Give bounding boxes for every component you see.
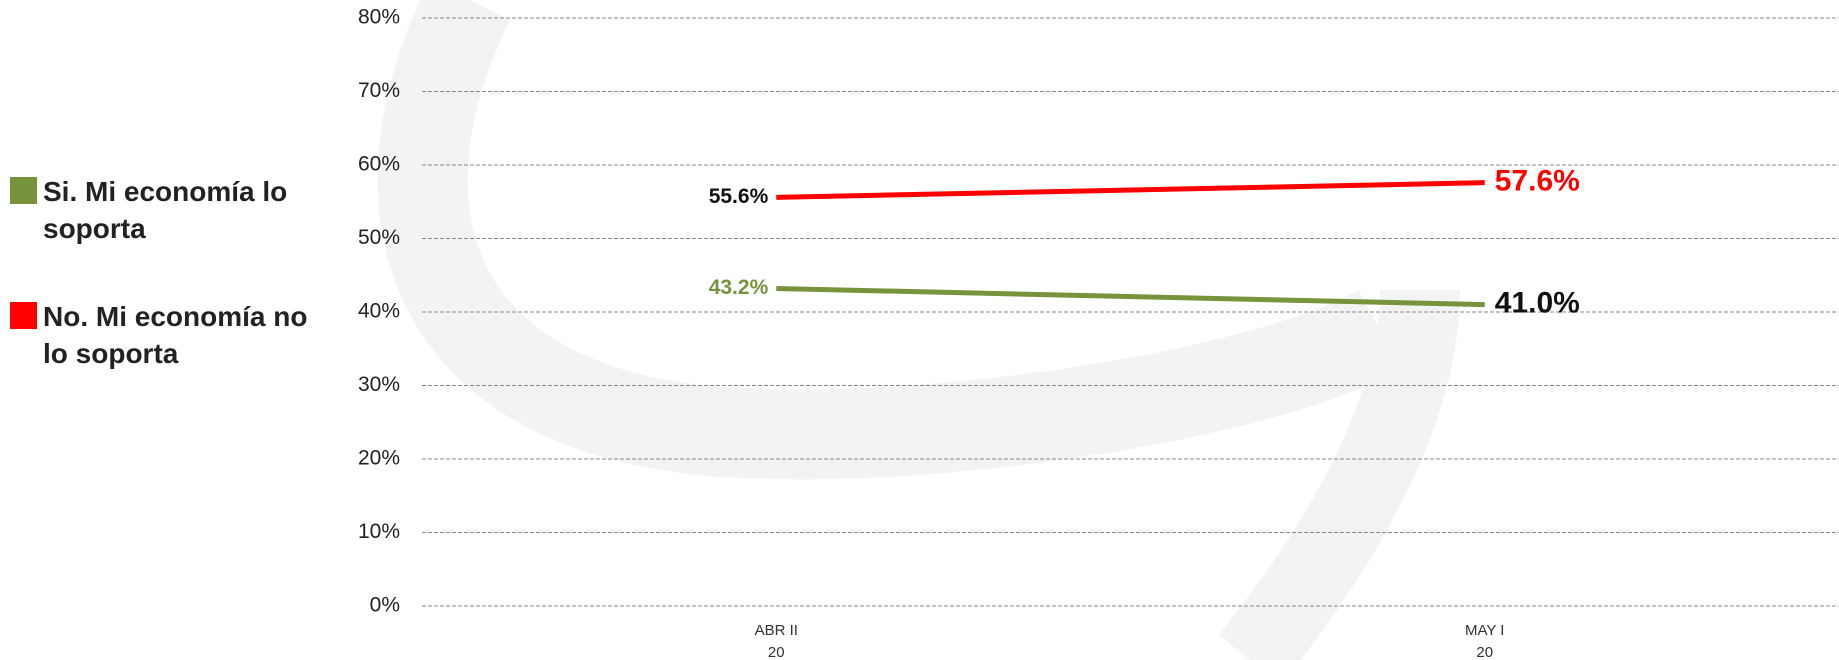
y-tick-label: 30% [358, 373, 400, 396]
legend-item: Si. Mi economía lo soporta [10, 173, 320, 247]
data-label: 43.2% [709, 276, 769, 299]
legend-swatch [10, 177, 37, 204]
y-tick-label: 10% [358, 520, 400, 543]
y-tick-label: 70% [358, 79, 400, 102]
legend-item: No. Mi economía no lo soporta [10, 298, 320, 372]
x-tick-label: ABR II 20 [754, 622, 798, 660]
legend-label: Si. Mi economía lo soporta [43, 176, 288, 244]
data-label: 55.6% [709, 185, 769, 208]
y-tick-label: 20% [358, 447, 400, 470]
legend-label: No. Mi economía no lo soporta [43, 301, 308, 369]
legend-swatch [10, 302, 37, 329]
y-tick-label: 0% [370, 594, 400, 617]
y-tick-label: 80% [358, 6, 400, 29]
data-label: 57.6% [1495, 165, 1580, 198]
data-label: 41.0% [1495, 287, 1580, 320]
watermark [377, 0, 1402, 480]
x-tick-label: MAY I 20 [1465, 622, 1505, 660]
y-tick-label: 50% [358, 226, 400, 249]
y-tick-label: 40% [358, 300, 400, 323]
series-line [776, 180, 1485, 200]
series-line [776, 285, 1485, 308]
watermark [1218, 289, 1460, 660]
y-tick-label: 60% [358, 153, 400, 176]
